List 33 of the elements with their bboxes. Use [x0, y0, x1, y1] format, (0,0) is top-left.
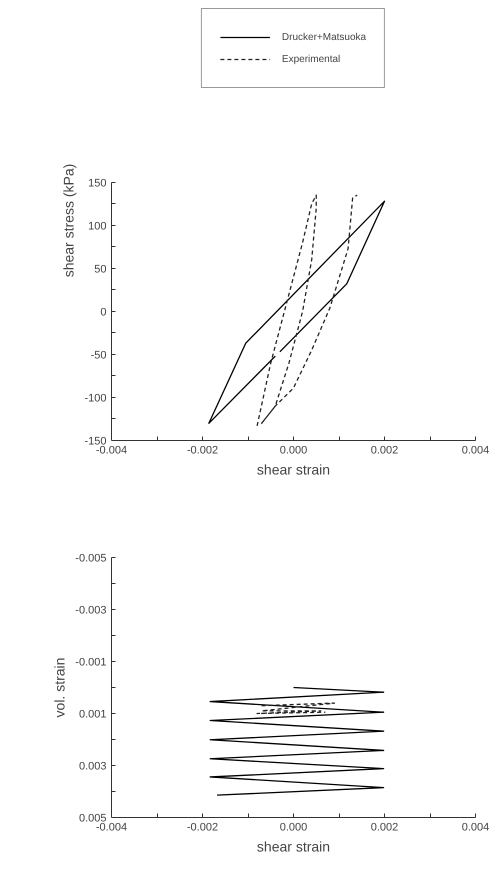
line-series	[208, 200, 386, 424]
x-tick-label: 0.002	[370, 822, 398, 834]
x-axis-title: shear strain	[256, 838, 330, 854]
y-tick-label: 0.001	[78, 708, 107, 720]
x-tick-label: 0.000	[280, 822, 308, 834]
x-tick-label: 0.004	[462, 822, 490, 834]
x-tick-label: -0.004	[96, 444, 128, 456]
line-series	[210, 686, 384, 796]
x-tick-label: -0.002	[186, 444, 218, 456]
y-tick-label: -150	[84, 436, 107, 448]
x-tick-label: 0.004	[462, 444, 490, 456]
y-axis-title: shear stress (kPa)	[60, 164, 76, 278]
x-tick-label: -0.002	[186, 822, 218, 834]
y-tick-label: 50	[94, 263, 107, 276]
x-tick-label: 0.002	[370, 444, 398, 456]
y-axis-title: vol. strain	[51, 658, 68, 718]
y-tick-label: 150	[88, 177, 107, 190]
x-axis-title: shear strain	[256, 462, 330, 478]
legend-label: Experimental	[282, 54, 340, 64]
y-tick-label: -0.003	[75, 604, 107, 616]
y-tick-label: 0.003	[78, 760, 107, 772]
y-tick-label: 0	[100, 306, 107, 318]
y-tick-label: -50	[90, 349, 107, 362]
y-tick-label: -0.001	[75, 656, 107, 668]
x-tick-label: 0.000	[280, 444, 308, 456]
line-series	[256, 194, 358, 427]
y-tick-label: 0.005	[78, 812, 107, 824]
legend-label: Drucker+Matsuoka	[282, 32, 366, 42]
line-series	[256, 702, 336, 714]
y-tick-label: -100	[84, 392, 107, 404]
x-tick-label: -0.004	[96, 822, 128, 834]
y-tick-label: -0.005	[75, 552, 107, 564]
y-tick-label: 100	[88, 220, 107, 232]
